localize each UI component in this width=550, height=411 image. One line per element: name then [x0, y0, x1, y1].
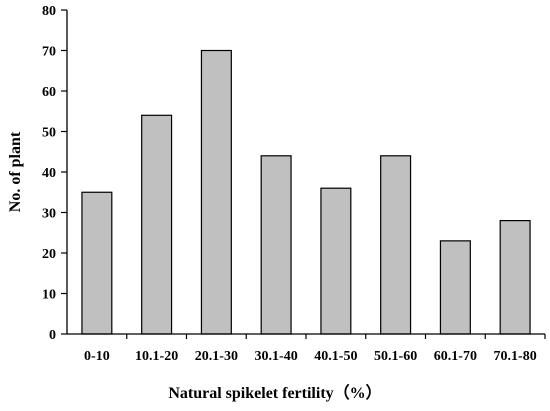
y-tick-label: 50	[42, 126, 56, 141]
y-tick-label: 0	[49, 328, 56, 343]
y-tick-label: 40	[42, 166, 56, 181]
bar-10.1-20	[141, 114, 173, 335]
bar-50.1-60	[380, 155, 412, 335]
bar-60.1-70	[439, 240, 471, 335]
x-tick-label: 70.1-80	[494, 349, 537, 364]
x-tick-label: 0-10	[84, 349, 110, 364]
bars-group	[81, 49, 531, 335]
bar-0-10	[81, 191, 113, 335]
bar-20.1-30	[200, 49, 232, 335]
y-tick-label: 30	[42, 207, 56, 222]
x-tick-label: 60.1-70	[434, 349, 477, 364]
y-ticks-group: 0 10 20 30 40 50 60 70 80	[42, 4, 67, 343]
y-tick-label: 10	[42, 288, 56, 303]
x-tick-label: 30.1-40	[255, 349, 298, 364]
y-tick-label: 80	[42, 4, 56, 19]
y-tick-label: 70	[42, 45, 56, 60]
y-tick-label: 60	[42, 85, 56, 100]
bar-70.1-80	[499, 220, 531, 335]
bar-40.1-50	[320, 187, 352, 335]
bar-30.1-40	[260, 155, 292, 335]
y-tick-label: 20	[42, 247, 56, 262]
x-labels-group: 0-10 10.1-20 20.1-30 30.1-40 40.1-50 50.1-60 6…	[84, 334, 546, 364]
y-axis-title: No. of plant	[7, 131, 24, 212]
x-tick-label: 40.1-50	[314, 349, 357, 364]
x-axis-title: Natural spikelet fertility（%）	[168, 384, 381, 402]
x-tick-label: 20.1-30	[195, 349, 238, 364]
x-tick-label: 10.1-20	[135, 349, 178, 364]
x-tick-label: 50.1-60	[374, 349, 417, 364]
